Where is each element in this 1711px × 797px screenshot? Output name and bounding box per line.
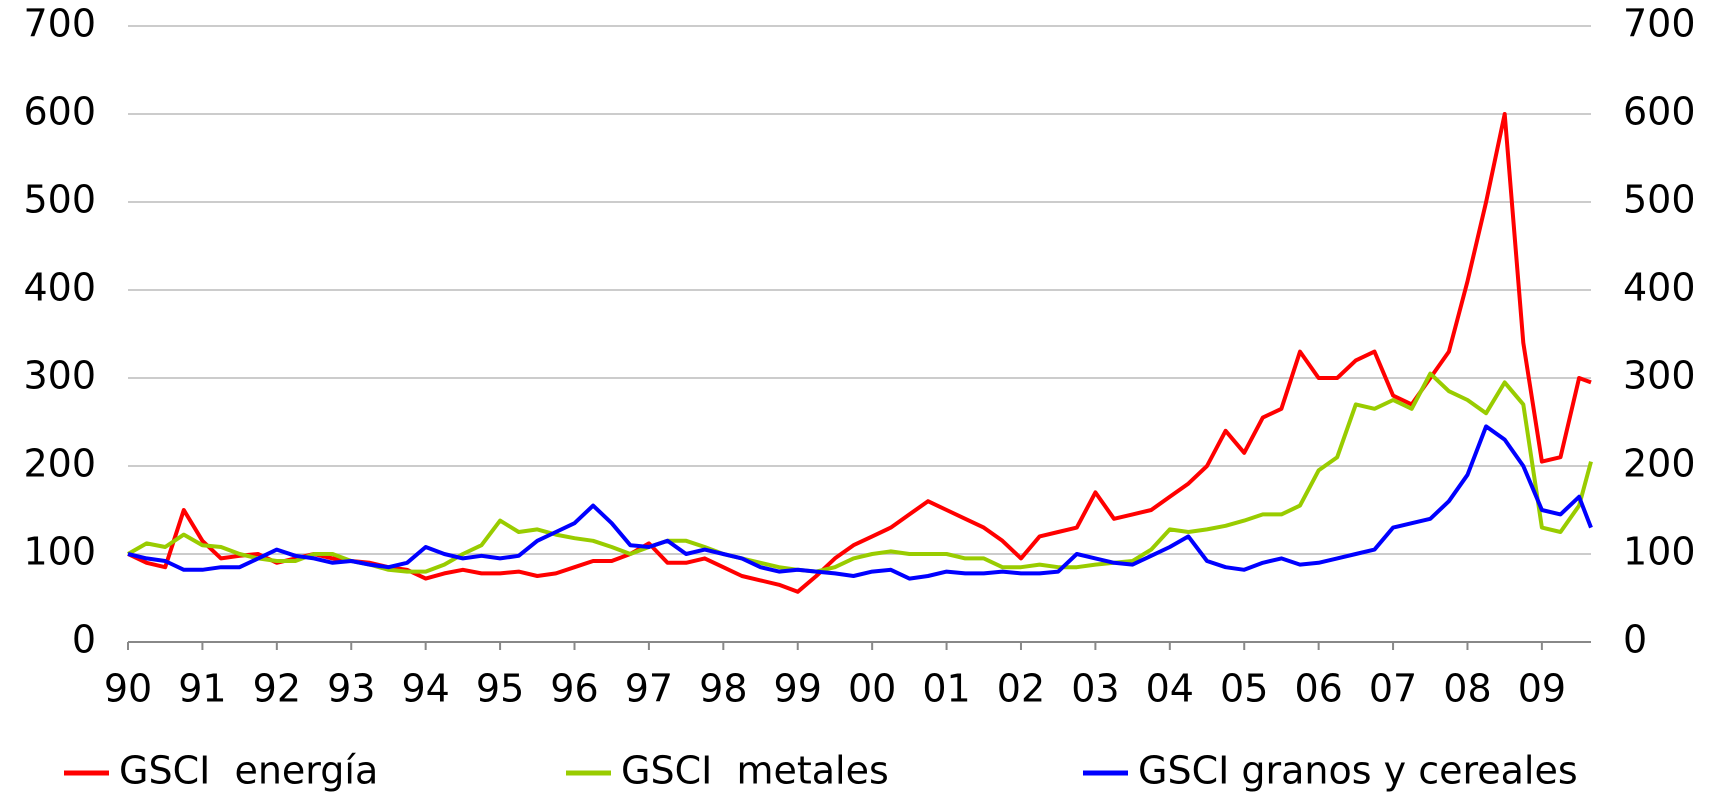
x-tick-label: 96	[550, 667, 598, 711]
y-tick-label: 0	[72, 618, 96, 662]
y2-tick-label: 100	[1623, 530, 1696, 574]
y2-tick-label: 200	[1623, 442, 1696, 486]
x-tick-label: 07	[1369, 667, 1417, 711]
series-line	[127, 112, 1592, 594]
y2-tick-label: 300	[1623, 354, 1696, 398]
legend-label: GSCI metales	[621, 749, 889, 793]
x-tick-label: 92	[253, 667, 301, 711]
x-tick-label: 99	[774, 667, 822, 711]
y2-tick-label: 0	[1623, 618, 1647, 662]
y-tick-label: 300	[23, 354, 96, 398]
x-tick-label: 95	[476, 667, 524, 711]
x-tick-label: 94	[401, 667, 449, 711]
y2-tick-label: 500	[1623, 178, 1696, 222]
x-tick-label: 08	[1443, 667, 1491, 711]
legend-label: GSCI granos y cereales	[1138, 749, 1578, 793]
legend-label: GSCI energía	[119, 749, 378, 793]
x-tick-label: 05	[1220, 667, 1268, 711]
x-tick-label: 93	[327, 667, 375, 711]
x-tick-label: 06	[1294, 667, 1342, 711]
x-tick-label: 02	[997, 667, 1045, 711]
y-tick-label: 700	[23, 2, 96, 46]
x-tick-label: 91	[178, 667, 226, 711]
x-tick-label: 09	[1518, 667, 1566, 711]
x-tick-label: 00	[848, 667, 896, 711]
x-tick-label: 98	[699, 667, 747, 711]
y-tick-label: 600	[23, 90, 96, 134]
x-tick-label: 03	[1071, 667, 1119, 711]
x-tick-label: 04	[1146, 667, 1194, 711]
y-tick-label: 200	[23, 442, 96, 486]
y2-tick-label: 700	[1623, 2, 1696, 46]
y-tick-label: 100	[23, 530, 96, 574]
y-tick-label: 500	[23, 178, 96, 222]
y-tick-label: 400	[23, 266, 96, 310]
x-tick-label: 97	[625, 667, 673, 711]
x-tick-label: 01	[922, 667, 970, 711]
x-tick-label: 90	[104, 667, 152, 711]
series-line	[127, 424, 1593, 581]
y2-tick-label: 400	[1623, 266, 1696, 310]
y2-tick-label: 600	[1623, 90, 1696, 134]
